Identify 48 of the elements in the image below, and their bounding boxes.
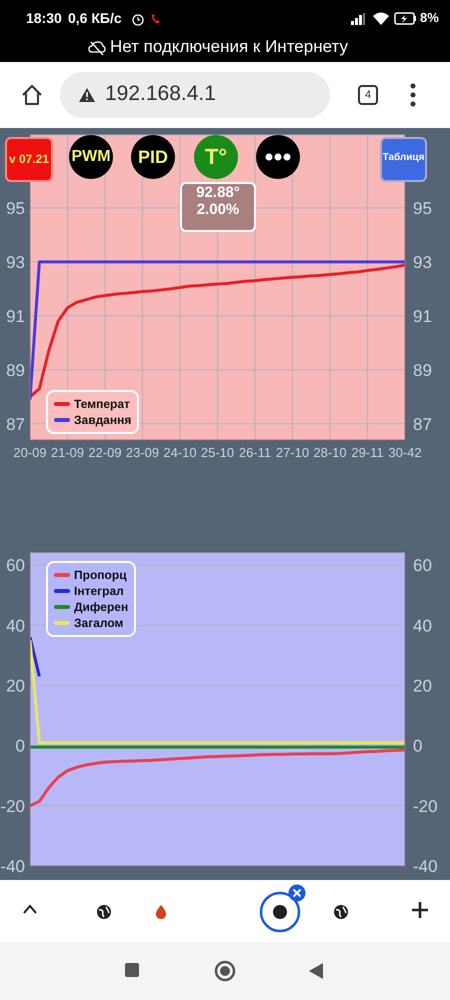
annotation: 2.00% <box>196 201 240 218</box>
y-tick-label: 87 <box>6 414 25 434</box>
x-tick-label: 21-09 <box>50 445 84 460</box>
x-tick-label: 25-10 <box>200 445 234 460</box>
legend-label: Пропорц <box>74 567 127 583</box>
text: 0,6 КБ/с <box>68 10 122 26</box>
x-tick-label: 30-42 <box>388 445 422 460</box>
y-tick-label: 93 <box>6 252 25 272</box>
y-tick-label: 20 <box>6 676 25 696</box>
legend-label: Загалом <box>74 615 124 631</box>
y2-tick-label: 40 <box>413 616 432 636</box>
legend-label: Інтеграл <box>74 583 124 599</box>
y-tick-label: 89 <box>6 360 25 380</box>
x-tick-label: 29-11 <box>351 445 384 460</box>
y2-tick-label: 91 <box>413 306 432 326</box>
x-tick-label: 22-09 <box>88 445 122 460</box>
y2-tick-label: 87 <box>413 414 432 434</box>
y-tick-label: -20 <box>0 796 25 816</box>
y2-tick-label: 95 <box>413 198 432 218</box>
y2-tick-label: 89 <box>413 360 432 380</box>
annotation: 92.88° <box>195 184 241 201</box>
y2-tick-label: -20 <box>413 796 438 816</box>
x-tick-label: 26-11 <box>238 445 272 460</box>
y-tick-label: 40 <box>6 616 25 636</box>
text: Нет подключения к Интернету <box>110 37 348 57</box>
text: 192.168.4.1 <box>105 82 216 106</box>
y-tick-label: 91 <box>6 306 25 326</box>
y2-tick-label: 0 <box>413 736 422 756</box>
legend-label: Завдання <box>74 412 132 428</box>
text: 4 <box>358 85 378 105</box>
line-series <box>30 748 405 808</box>
y-tick-label: -40 <box>0 857 25 876</box>
y2-tick-label: 20 <box>413 676 432 696</box>
x-tick-label: 24-10 <box>163 445 197 460</box>
legend-label: Диферен <box>74 599 128 615</box>
text: 8% <box>420 10 439 25</box>
y-tick-label: 60 <box>6 556 25 576</box>
y-tick-label: 95 <box>6 198 25 218</box>
y2-tick-label: 60 <box>413 556 432 576</box>
legend-label: Температ <box>74 396 130 412</box>
x-tick-label: 20-09 <box>13 445 47 460</box>
y-tick-label: 0 <box>16 736 25 756</box>
text: 18:30 <box>26 10 62 26</box>
x-tick-label: 28-10 <box>313 445 347 460</box>
x-tick-label: 23-09 <box>126 445 160 460</box>
y2-tick-label: -40 <box>413 857 438 876</box>
x-tick-label: 27-10 <box>276 445 310 460</box>
y2-tick-label: 93 <box>413 252 432 272</box>
